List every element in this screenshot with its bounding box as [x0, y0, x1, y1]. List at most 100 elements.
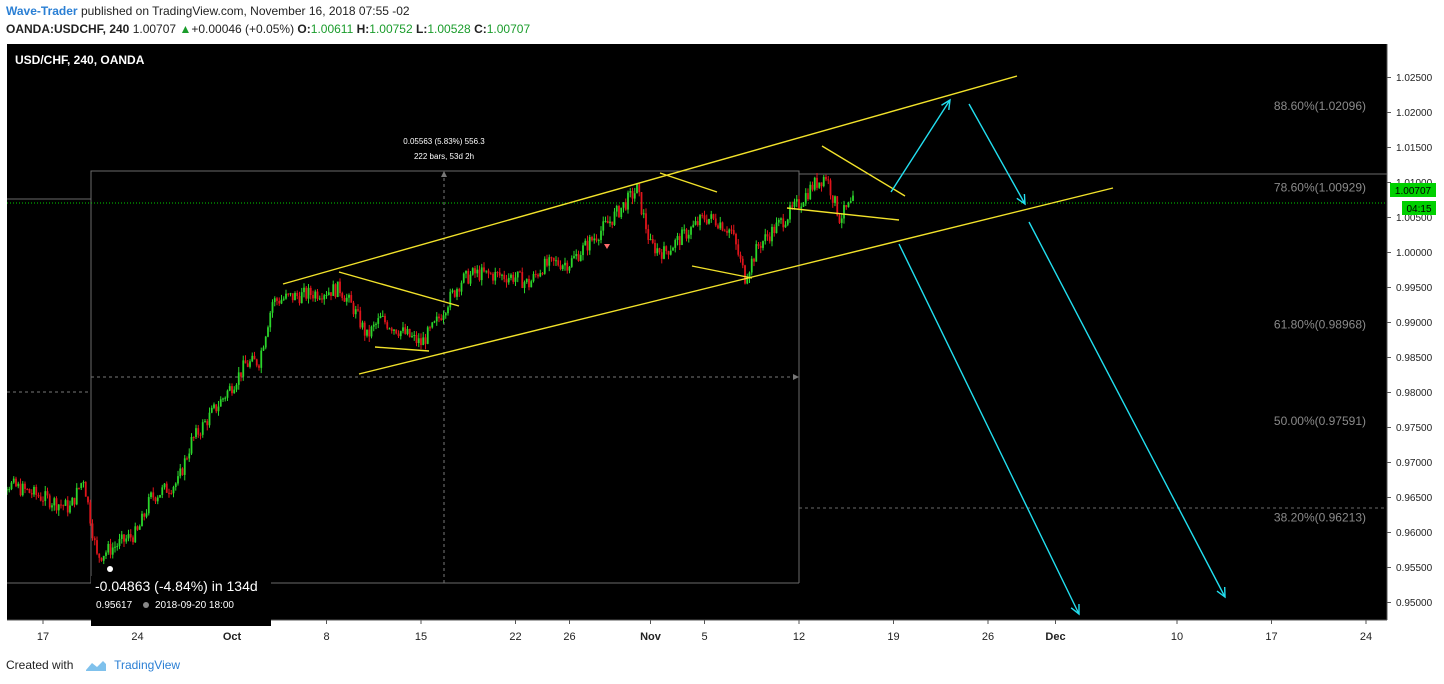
candle-body [645, 213, 647, 230]
candle-body [658, 248, 661, 253]
measure-tool [7, 170, 1387, 584]
candle-body [114, 546, 116, 548]
price-chart[interactable]: USD/CHF, 240, OANDA 88.60%(1.02096) 78.60… [7, 44, 1437, 650]
candle-body [206, 421, 209, 426]
candle-body [69, 505, 71, 513]
x-tick-label: 17 [37, 631, 49, 643]
high-value: 1.00752 [369, 22, 413, 36]
candle-body [642, 213, 645, 215]
candle-body [800, 206, 803, 209]
candle-body [53, 498, 56, 506]
candle-body [791, 205, 794, 207]
candle-body [208, 412, 211, 426]
candle-body [656, 248, 659, 254]
candle-body [125, 538, 128, 542]
candle-body [773, 226, 776, 234]
candle-body [145, 513, 148, 517]
candle-body [825, 176, 827, 180]
candle-body [343, 298, 346, 302]
candle-body [636, 184, 638, 194]
candle-body [147, 497, 150, 514]
candle-body [244, 360, 247, 364]
candle-body [820, 182, 823, 187]
candle-body [82, 482, 85, 484]
candle-body [465, 270, 467, 274]
candle-body [692, 224, 695, 228]
candle-body [654, 242, 656, 254]
candle-body [150, 492, 152, 498]
candle-body [93, 538, 96, 541]
projection-arrow [898, 243, 1080, 615]
candle-body [375, 323, 377, 325]
candle-body [525, 278, 528, 283]
candle-body [44, 491, 47, 502]
candle-body [586, 240, 589, 251]
candle-body [663, 246, 665, 259]
candle-body [60, 504, 62, 506]
x-tick-label: 22 [509, 631, 521, 643]
tradingview-link[interactable]: TradingView [114, 658, 181, 672]
candle-body [237, 372, 240, 385]
candle-body [451, 290, 454, 292]
candle-body [186, 458, 188, 460]
candle-body [730, 229, 733, 231]
candle-body [332, 284, 335, 296]
candle-body [780, 218, 782, 220]
candle-body [240, 372, 242, 377]
candle-body [235, 384, 238, 390]
range-low-price: 0.95617 [96, 600, 133, 611]
candle-body [726, 231, 728, 233]
candle-body [467, 270, 470, 284]
candle-body [660, 252, 663, 259]
candle-body [210, 407, 213, 413]
candle-body [802, 203, 805, 207]
candle-body [507, 277, 510, 283]
candle-body [368, 329, 371, 337]
candle-body [190, 437, 193, 454]
candle-body [379, 316, 382, 319]
high-label: H: [356, 22, 370, 36]
candle-body [267, 327, 269, 337]
candle-body [798, 199, 800, 209]
y-tick-label: 0.98500 [1396, 353, 1433, 364]
candle-body [818, 182, 821, 188]
candle-body [838, 215, 841, 223]
candle-body [102, 555, 105, 561]
candle-body [453, 290, 456, 297]
candle-body [35, 486, 38, 495]
candle-body [611, 221, 614, 225]
clock-icon [143, 602, 149, 608]
candle-body [204, 421, 206, 423]
x-tick-label: Dec [1045, 631, 1065, 643]
candle-body [674, 240, 677, 248]
plot-background [7, 44, 1387, 620]
candle-body [51, 505, 53, 508]
candle-body [359, 310, 362, 328]
candle-body [33, 486, 35, 495]
candle-body [141, 513, 143, 527]
last-price-tag [1390, 183, 1436, 197]
candle-body [836, 196, 839, 216]
candle-body [458, 289, 461, 292]
x-tick-label: 17 [1265, 631, 1277, 643]
candle-body [159, 494, 161, 498]
candle-body [471, 268, 474, 275]
candle-body [163, 483, 166, 488]
author-link[interactable]: Wave-Trader [6, 4, 78, 18]
candle-body [795, 199, 798, 202]
candle-body [197, 428, 200, 435]
candle-body [831, 195, 834, 203]
candle-body [91, 523, 94, 539]
candle-body [98, 553, 101, 558]
candle-body [87, 496, 89, 503]
candle-body [30, 493, 33, 495]
candle-body [699, 215, 701, 226]
candle-body [269, 312, 272, 328]
candle-body [528, 278, 530, 288]
candle-body [447, 307, 449, 314]
open-value: 1.00611 [310, 22, 354, 36]
tradingview-logo-icon [85, 660, 106, 671]
alert-marker [604, 244, 610, 249]
candle-body [291, 293, 294, 301]
candle-body [748, 272, 751, 279]
